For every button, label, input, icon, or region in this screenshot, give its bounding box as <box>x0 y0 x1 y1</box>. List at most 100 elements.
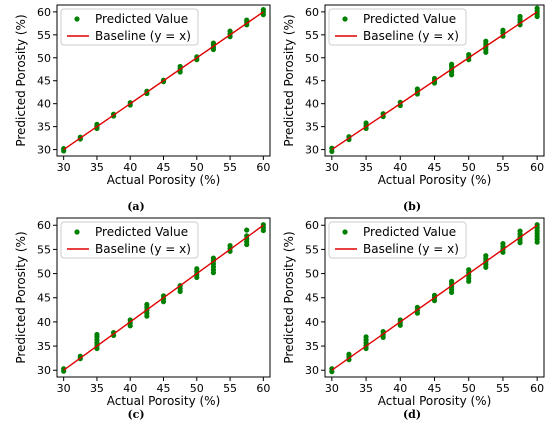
y-axis-title: Predicted Porosity (%) <box>282 14 296 146</box>
scatter-point <box>244 227 250 233</box>
y-tick-label: 45 <box>37 292 51 305</box>
scatter-point <box>346 351 352 357</box>
y-tick-label: 40 <box>305 98 319 111</box>
scatter-point <box>194 266 200 272</box>
legend-marker-points <box>74 16 80 22</box>
y-tick-label: 45 <box>305 75 319 88</box>
x-tick-label: 35 <box>90 161 104 174</box>
y-tick-label: 60 <box>37 219 51 232</box>
y-tick-label: 50 <box>305 268 319 281</box>
x-tick-label: 60 <box>256 161 270 174</box>
y-tick-label: 40 <box>305 316 319 329</box>
legend-box <box>60 221 199 259</box>
scatter-point <box>227 242 233 249</box>
panel-c: 30 35 40 45 50 55 60 30 35 40 45 50 55 60 Actual Poros… <box>14 217 271 421</box>
y-tick-label: 50 <box>37 268 51 281</box>
y-tick-label: 55 <box>37 243 51 256</box>
x-tick-label: 55 <box>496 161 510 174</box>
legend-label-baseline: Baseline (y = x) <box>95 29 191 43</box>
y-axis-title: Predicted Porosity (%) <box>14 231 28 363</box>
x-tick-label: 60 <box>256 382 270 395</box>
y-tick-label: 55 <box>37 29 51 42</box>
x-tick-label: 50 <box>190 161 204 174</box>
scatter-point <box>144 301 150 308</box>
legend-box <box>328 221 467 259</box>
y-tick-label: 35 <box>37 121 51 134</box>
y-tick-label: 60 <box>37 6 51 19</box>
y-tick-label: 45 <box>37 75 51 88</box>
scatter-point <box>517 13 523 20</box>
x-axis-title: Actual Porosity (%) <box>378 394 492 408</box>
y-tick-label: 45 <box>305 292 319 305</box>
legend-label-predicted: Predicted Value <box>363 225 456 239</box>
x-tick-label: 35 <box>90 382 104 395</box>
legend: Predicted Value Baseline (y = x) <box>328 8 467 46</box>
scatter-point <box>500 241 506 247</box>
scatter-point <box>449 61 455 67</box>
legend-box <box>60 8 199 46</box>
x-axis-title: Actual Porosity (%) <box>107 394 221 408</box>
y-tick-label: 60 <box>305 219 319 232</box>
legend-label-predicted: Predicted Value <box>363 12 456 26</box>
scatter-point <box>517 228 523 234</box>
scatter-point <box>244 17 250 23</box>
x-tick-label: 30 <box>325 161 339 174</box>
x-tick-label: 60 <box>530 161 544 174</box>
legend-label-predicted: Predicted Value <box>95 225 188 239</box>
y-tick-label: 50 <box>305 52 319 65</box>
scatter-point <box>466 51 472 58</box>
y-tick-label: 55 <box>305 29 319 42</box>
x-tick-label: 30 <box>325 382 339 395</box>
x-tick-label: 35 <box>359 382 373 395</box>
panel-label: (b) <box>403 200 421 213</box>
y-tick-label: 30 <box>305 364 319 377</box>
legend-marker-points <box>342 16 348 22</box>
panel-b: 30 35 40 45 50 55 60 30 35 40 45 50 55 60 Actual Poros… <box>282 4 545 213</box>
x-axis-title: Actual Porosity (%) <box>378 173 492 187</box>
x-tick-label: 40 <box>123 161 137 174</box>
legend-box <box>328 8 467 46</box>
y-axis-title: Predicted Porosity (%) <box>282 231 296 363</box>
panel-d: 30 35 40 45 50 55 60 30 35 40 45 50 55 60 Actual Poros… <box>282 217 545 421</box>
baseline-line <box>63 11 264 151</box>
x-tick-label: 50 <box>190 382 204 395</box>
legend-label-baseline: Baseline (y = x) <box>363 29 459 43</box>
x-tick-label: 50 <box>462 161 476 174</box>
x-tick-label: 30 <box>57 161 71 174</box>
x-tick-label: 40 <box>393 161 407 174</box>
legend-label-predicted: Predicted Value <box>95 12 188 26</box>
scatter-point <box>363 334 369 340</box>
x-tick-label: 55 <box>223 382 237 395</box>
panel-a: 30 35 40 45 50 55 60 30 35 40 45 50 55 60 Actual Poros… <box>14 4 271 213</box>
scatter-point <box>61 146 67 152</box>
scatter-point <box>534 5 540 11</box>
legend-marker-points <box>342 229 348 235</box>
scatter-point <box>210 40 217 46</box>
x-tick-label: 55 <box>496 382 510 395</box>
scatter-point <box>260 6 266 13</box>
y-tick-label: 35 <box>37 340 51 353</box>
y-axis-title: Predicted Porosity (%) <box>14 14 28 146</box>
panel-label: (a) <box>127 200 145 213</box>
y-tick-label: 30 <box>37 364 51 377</box>
x-tick-label: 60 <box>530 382 544 395</box>
y-tick-label: 55 <box>305 243 319 256</box>
scatter-point <box>227 28 233 34</box>
legend-label-baseline: Baseline (y = x) <box>363 242 459 256</box>
panel-label: (c) <box>127 408 144 421</box>
y-tick-label: 60 <box>305 6 319 19</box>
y-tick-label: 30 <box>37 144 51 157</box>
x-tick-label: 40 <box>393 382 407 395</box>
scatter-point <box>363 120 369 126</box>
x-axis-title: Actual Porosity (%) <box>107 173 221 187</box>
x-tick-label: 40 <box>123 382 137 395</box>
scatter-point <box>483 38 489 44</box>
y-tick-label: 35 <box>305 121 319 134</box>
x-tick-label: 45 <box>428 382 442 395</box>
x-tick-label: 55 <box>223 161 237 174</box>
scatter-point <box>483 253 489 259</box>
scatter-point <box>414 86 420 92</box>
y-tick-label: 40 <box>37 316 51 329</box>
